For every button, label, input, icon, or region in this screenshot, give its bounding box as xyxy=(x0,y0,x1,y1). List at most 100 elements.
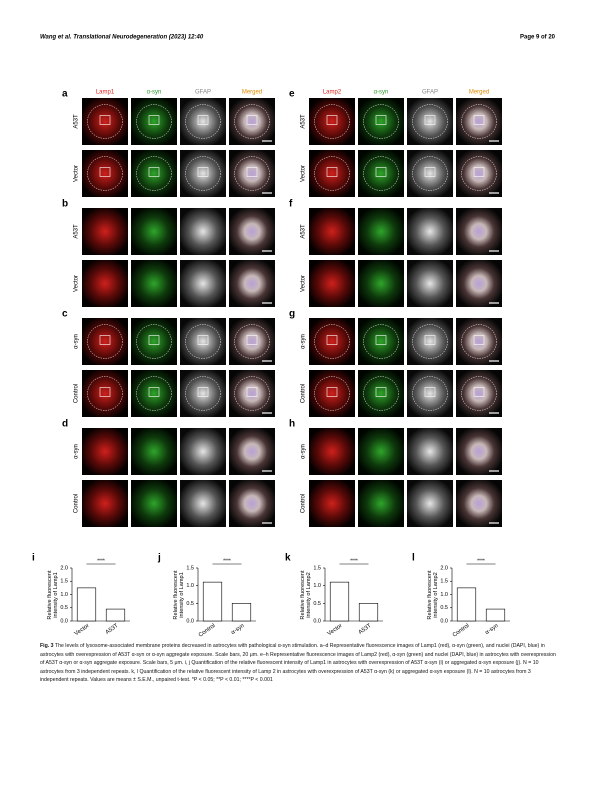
micrograph xyxy=(82,370,128,417)
zoom-box xyxy=(148,387,160,397)
zoom-box xyxy=(326,387,338,397)
panel-letter: c xyxy=(62,309,68,320)
x-tick-label: α-syn xyxy=(230,623,245,636)
micrograph xyxy=(309,428,355,475)
row-label: Vector xyxy=(74,165,80,182)
row-label: Control xyxy=(74,384,80,403)
micrograph xyxy=(229,98,275,145)
panel-letter: i xyxy=(32,553,35,564)
panel-letter: l xyxy=(412,553,415,564)
micrograph xyxy=(131,260,177,307)
zoom-box xyxy=(246,335,258,345)
panel-letter: h xyxy=(289,419,295,430)
micrograph xyxy=(456,480,502,527)
cell-outline xyxy=(461,104,497,139)
micrograph xyxy=(229,260,275,307)
column-label: Lamp2 xyxy=(323,90,342,96)
micrograph xyxy=(229,150,275,197)
x-tick-label: Control xyxy=(198,623,217,639)
column-label: Merged xyxy=(469,90,489,96)
micrograph xyxy=(131,208,177,255)
cell-outline xyxy=(234,376,270,411)
panel-letter: a xyxy=(62,89,68,100)
zoom-box xyxy=(197,115,209,125)
zoom-box xyxy=(148,167,160,177)
micrograph xyxy=(309,208,355,255)
micrograph xyxy=(456,208,502,255)
y-tick-label: 0.5 xyxy=(440,605,448,611)
zoom-box xyxy=(197,387,209,397)
zoom-box xyxy=(99,335,111,345)
micrograph xyxy=(180,98,226,145)
cell-outline xyxy=(412,156,448,191)
micrograph xyxy=(309,370,355,417)
micrograph xyxy=(82,208,128,255)
zoom-box xyxy=(148,335,160,345)
column-label: GFAP xyxy=(195,90,211,96)
page-number: Page 9 of 20 xyxy=(520,35,556,41)
zoom-box xyxy=(326,167,338,177)
panel-letter: f xyxy=(289,199,293,210)
panel-letter: e xyxy=(289,89,295,100)
zoom-box xyxy=(424,167,436,177)
cell-outline xyxy=(234,324,270,359)
micrograph xyxy=(358,260,404,307)
y-tick-label: 0.5 xyxy=(60,605,68,611)
y-tick-label: 1.5 xyxy=(60,579,68,585)
bar xyxy=(76,587,97,622)
micrograph xyxy=(358,150,404,197)
significance-label: **** xyxy=(97,558,105,564)
micrograph xyxy=(309,150,355,197)
micrograph xyxy=(407,428,453,475)
zoom-box xyxy=(246,387,258,397)
bar xyxy=(329,581,350,622)
micrograph xyxy=(407,260,453,307)
micrograph xyxy=(358,98,404,145)
cell-outline xyxy=(314,376,350,411)
micrograph xyxy=(180,428,226,475)
x-tick-label: Control xyxy=(452,623,471,639)
zoom-box xyxy=(326,115,338,125)
micrograph xyxy=(131,318,177,365)
bar xyxy=(456,587,477,622)
micrograph xyxy=(180,318,226,365)
panel-letter: b xyxy=(62,199,68,210)
cell-outline xyxy=(185,156,221,191)
micrograph xyxy=(229,370,275,417)
figure-caption: Fig. 3 The levels of lysosome-associated… xyxy=(40,642,560,685)
y-axis-label: Relative fluorescent intensity of Lamp2 xyxy=(300,569,312,620)
column-label: α-syn xyxy=(374,90,389,96)
x-tick-label: A53T xyxy=(358,623,373,636)
zoom-box xyxy=(375,335,387,345)
y-tick-label: 0.0 xyxy=(440,618,448,624)
micrograph xyxy=(407,98,453,145)
row-label: A53T xyxy=(74,224,80,239)
panel-letter: d xyxy=(62,419,68,430)
zoom-box xyxy=(473,387,485,397)
row-label: Control xyxy=(74,494,80,513)
micrograph xyxy=(309,480,355,527)
row-label: α-syn xyxy=(301,334,307,349)
row-label: Control xyxy=(301,494,307,513)
running-header: Wang et al. Translational Neurodegenerat… xyxy=(40,35,204,41)
y-tick-label: 1.5 xyxy=(186,565,194,571)
y-tick-label: 1.5 xyxy=(440,579,448,585)
x-tick-label: Vector xyxy=(327,623,344,637)
micrograph xyxy=(358,480,404,527)
x-tick-label: A53T xyxy=(105,623,120,636)
cell-outline xyxy=(87,156,123,191)
cell-outline xyxy=(314,156,350,191)
micrograph xyxy=(180,260,226,307)
caption-text: The levels of lysosome-associated membra… xyxy=(40,643,556,684)
y-tick-label: 0.0 xyxy=(313,618,321,624)
panel-letter: k xyxy=(285,553,291,564)
micrograph xyxy=(180,480,226,527)
column-label: α-syn xyxy=(147,90,162,96)
micrograph xyxy=(180,370,226,417)
zoom-box xyxy=(99,115,111,125)
x-tick-label: Vector xyxy=(74,623,91,637)
caption-label: Fig. 3 xyxy=(40,643,54,649)
micrograph xyxy=(82,260,128,307)
micrograph xyxy=(229,208,275,255)
